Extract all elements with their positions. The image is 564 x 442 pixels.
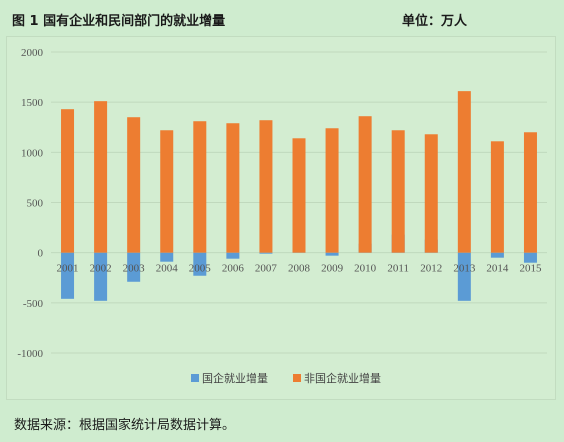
chart-title: 图 1 国有企业和民间部门的就业增量 bbox=[12, 14, 226, 29]
non-soe-bar bbox=[292, 138, 306, 253]
legend-swatch-soe bbox=[191, 374, 199, 382]
soe-bar bbox=[193, 252, 207, 276]
non-soe-bar bbox=[523, 132, 537, 253]
x-tick-label: 2013 bbox=[453, 263, 476, 275]
y-tick-label: -500 bbox=[23, 298, 44, 310]
non-soe-bar bbox=[457, 91, 471, 253]
y-tick-label: 500 bbox=[27, 198, 44, 210]
non-soe-bar bbox=[325, 128, 339, 253]
data-source-note: 数据来源：根据国家统计局数据计算。 bbox=[14, 418, 236, 433]
x-tick-label: 2014 bbox=[486, 263, 509, 275]
soe-bar bbox=[457, 252, 471, 301]
y-tick-label: -1000 bbox=[17, 348, 43, 360]
y-axis-ticks: -1000 -500 0 500 1000 1500 2000 bbox=[17, 47, 43, 360]
x-tick-label: 2003 bbox=[123, 263, 146, 275]
chart-header: 图 1 国有企业和民间部门的就业增量 单位：万人 bbox=[0, 0, 564, 36]
soe-bar bbox=[226, 252, 240, 259]
x-axis-ticks: 2001 2002 2003 2004 2005 2006 2007 2008 2009 2010… bbox=[57, 263, 542, 275]
x-tick-label: 2005 bbox=[189, 263, 212, 275]
non-soe-bar bbox=[226, 123, 240, 253]
non-soe-bar bbox=[424, 134, 438, 253]
non-soe-bar bbox=[358, 116, 372, 253]
x-tick-label: 2004 bbox=[156, 263, 179, 275]
chart-panel: -1000 -500 0 500 1000 1500 2000 2001 2002 2003 20… bbox=[6, 36, 556, 400]
non-soe-bar bbox=[160, 130, 174, 253]
non-soe-bar bbox=[193, 121, 207, 253]
soe-bar bbox=[61, 252, 75, 299]
x-tick-label: 2008 bbox=[288, 263, 311, 275]
x-tick-label: 2009 bbox=[321, 263, 344, 275]
x-tick-label: 2006 bbox=[222, 263, 245, 275]
legend-label: 非国企就业增量 bbox=[304, 371, 381, 385]
non-soe-bar bbox=[94, 101, 108, 253]
non-soe-bar bbox=[490, 141, 504, 253]
soe-bar bbox=[259, 252, 273, 254]
non-soe-bar bbox=[127, 117, 141, 253]
soe-bar bbox=[325, 252, 339, 256]
x-tick-label: 2007 bbox=[255, 263, 278, 275]
y-tick-label: 1000 bbox=[21, 147, 44, 159]
soe-bar bbox=[160, 252, 174, 262]
y-tick-label: 0 bbox=[38, 248, 44, 260]
x-tick-label: 2001 bbox=[57, 263, 79, 275]
y-tick-label: 2000 bbox=[21, 47, 44, 59]
x-tick-label: 2011 bbox=[387, 263, 409, 275]
non-soe-bar bbox=[61, 109, 75, 253]
non-soe-bar bbox=[391, 130, 405, 253]
x-tick-label: 2012 bbox=[420, 263, 442, 275]
soe-bar bbox=[127, 252, 141, 282]
non-soe-bar bbox=[259, 120, 273, 253]
soe-bar bbox=[490, 252, 504, 258]
legend-swatch-non-soe bbox=[293, 374, 301, 382]
unit-label: 单位：万人 bbox=[402, 14, 468, 29]
legend: 国企就业增量 非国企就业增量 bbox=[191, 371, 381, 385]
x-tick-label: 2002 bbox=[90, 263, 112, 275]
legend-label: 国企就业增量 bbox=[202, 371, 268, 385]
bars bbox=[61, 91, 537, 301]
soe-bar bbox=[523, 252, 537, 263]
y-tick-label: 1500 bbox=[21, 97, 44, 109]
x-tick-label: 2010 bbox=[354, 263, 377, 275]
x-tick-label: 2015 bbox=[519, 263, 542, 275]
soe-bar bbox=[94, 252, 108, 301]
